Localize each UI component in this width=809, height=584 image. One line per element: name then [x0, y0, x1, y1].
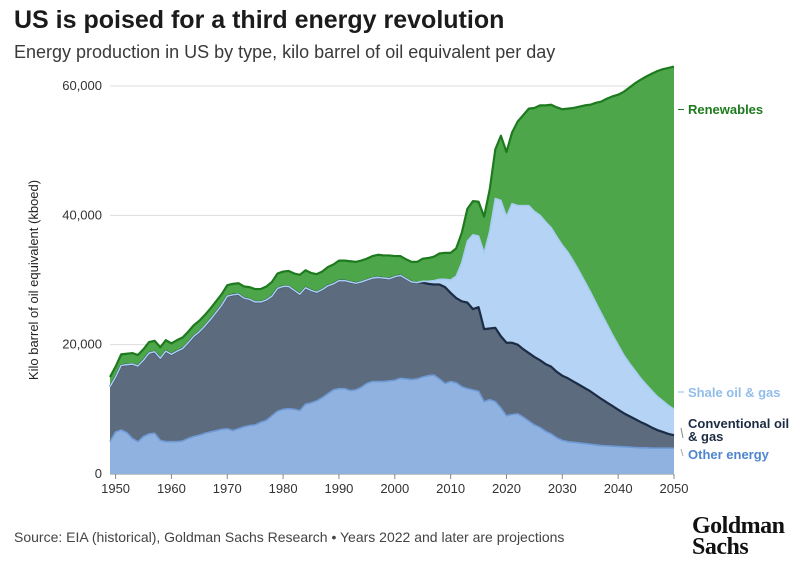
- logo-line-2: Sachs: [692, 534, 749, 560]
- series-outlines: [109, 65, 675, 449]
- stacked-areas: [110, 66, 674, 474]
- y-tick-20000: 20,000: [62, 337, 102, 352]
- x-tick-1970: 1970: [213, 481, 242, 496]
- logo-line-1: Goldman: [692, 513, 785, 539]
- area-other: [110, 375, 674, 474]
- area-renewables: [110, 66, 674, 410]
- x-tick-2040: 2040: [604, 481, 633, 496]
- label-shale: Shale oil & gas: [688, 385, 780, 400]
- x-tick-2030: 2030: [548, 481, 577, 496]
- x-tick-1990: 1990: [324, 481, 353, 496]
- y-axis-label: Kilo barrel of oil equivalent (kboed): [26, 180, 41, 380]
- y-axis-ticks: 0 20,000 40,000 60,000: [62, 78, 102, 481]
- x-tick-2000: 2000: [380, 481, 409, 496]
- label-renewables: Renewables: [688, 102, 763, 117]
- goldman-sachs-logo: Goldman Sachs: [692, 513, 785, 560]
- y-tick-0: 0: [95, 466, 102, 481]
- outline-other: [109, 374, 674, 449]
- outline-renewables: [109, 65, 675, 378]
- x-tick-1950: 1950: [101, 481, 130, 496]
- y-tick-40000: 40,000: [62, 207, 102, 222]
- outline-shale: [109, 197, 675, 410]
- series-labels: Renewables Shale oil & gas Conventional …: [678, 102, 789, 462]
- x-tick-2010: 2010: [436, 481, 465, 496]
- x-tick-1960: 1960: [157, 481, 186, 496]
- x-tick-2020: 2020: [492, 481, 521, 496]
- leader-other: [680, 448, 684, 457]
- label-other-energy: Other energy: [688, 447, 770, 462]
- y-tick-60000: 60,000: [62, 78, 102, 93]
- label-conventional-line1: Conventional oil: [688, 416, 789, 431]
- area-shale: [110, 198, 674, 436]
- label-conventional-line2: & gas: [688, 429, 723, 444]
- x-tick-2050: 2050: [660, 481, 689, 496]
- x-tick-1980: 1980: [269, 481, 298, 496]
- chart-title: US is poised for a third energy revoluti…: [14, 6, 505, 34]
- leader-conventional: [680, 427, 684, 439]
- x-axis-ticks: 1950 1960 1970 1980 1990 2000 2010 2020 2030 2040…: [101, 474, 688, 496]
- area-conventional: [110, 275, 674, 449]
- chart-subtitle: Energy production in US by type, kilo ba…: [14, 42, 556, 62]
- source-note: Source: EIA (historical), Goldman Sachs …: [14, 529, 565, 545]
